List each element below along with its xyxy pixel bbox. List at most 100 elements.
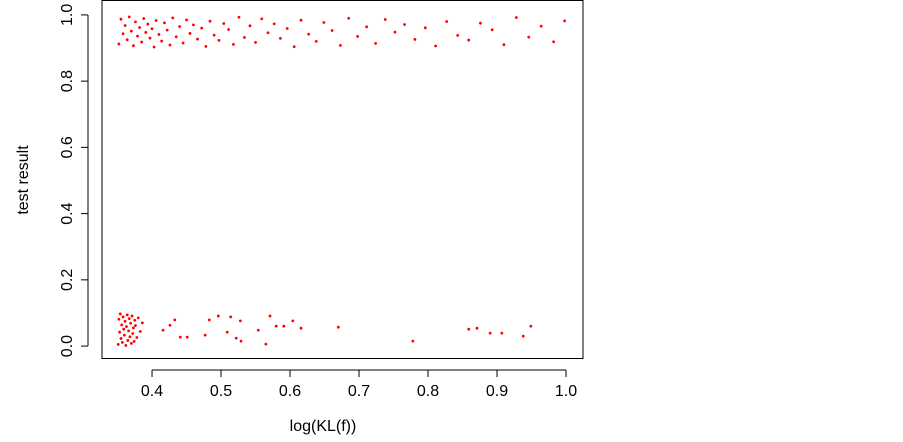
point: [314, 39, 318, 43]
point: [168, 43, 172, 47]
point: [356, 35, 360, 38]
point: [125, 313, 129, 317]
point: [123, 319, 127, 323]
point: [144, 31, 148, 34]
point: [117, 42, 121, 46]
point: [163, 21, 166, 25]
point: [134, 324, 137, 327]
point: [127, 317, 131, 320]
point: [322, 21, 326, 24]
x-tick-label: 0.9: [486, 383, 508, 400]
point: [131, 44, 135, 48]
point: [411, 339, 415, 343]
point: [120, 341, 124, 344]
plot-box: [101, 0, 584, 359]
point: [118, 330, 121, 334]
point: [138, 330, 142, 333]
point: [130, 314, 134, 318]
point: [127, 15, 131, 19]
point: [336, 325, 340, 329]
point: [203, 333, 207, 337]
point: [232, 42, 235, 46]
point: [225, 330, 229, 334]
point: [272, 22, 276, 26]
point: [188, 32, 192, 35]
point: [365, 25, 369, 29]
point: [239, 339, 243, 343]
point: [207, 318, 211, 322]
point: [131, 326, 135, 330]
point: [299, 18, 303, 22]
point: [123, 24, 127, 27]
point: [403, 23, 406, 26]
point: [178, 335, 182, 339]
point: [140, 321, 144, 325]
point: [134, 20, 137, 24]
point: [200, 26, 204, 30]
y-tick-label: 0.4: [59, 202, 76, 224]
point: [212, 33, 216, 37]
point: [282, 324, 286, 328]
y-tick-label: 1.0: [59, 4, 76, 26]
point: [185, 335, 189, 339]
point: [129, 29, 133, 33]
point: [192, 23, 195, 27]
point: [117, 317, 121, 321]
point: [475, 326, 479, 330]
y-tick-label: 0.8: [59, 70, 76, 92]
point: [123, 333, 126, 337]
x-tick-label: 1.0: [555, 383, 577, 400]
x-tick-label: 0.5: [210, 383, 232, 400]
point: [527, 35, 531, 39]
point: [238, 319, 242, 323]
point: [229, 315, 233, 319]
x-tick-label: 0.7: [348, 383, 370, 400]
point: [174, 35, 178, 39]
point: [116, 343, 120, 346]
point: [171, 16, 175, 20]
point: [168, 323, 172, 327]
point: [529, 324, 533, 328]
x-tick-label: 0.8: [417, 383, 439, 400]
point: [266, 31, 270, 35]
point: [234, 336, 238, 340]
point: [500, 331, 504, 335]
point: [248, 24, 252, 28]
point: [227, 28, 231, 31]
point: [413, 38, 417, 41]
point: [347, 16, 351, 20]
point: [268, 314, 272, 318]
point: [181, 41, 185, 45]
point: [423, 26, 427, 30]
point: [330, 29, 334, 32]
point: [154, 19, 158, 22]
point: [264, 342, 268, 346]
point: [256, 328, 260, 332]
point: [434, 44, 438, 48]
point: [146, 22, 150, 26]
point: [138, 26, 142, 29]
point: [456, 34, 460, 37]
point: [152, 45, 156, 49]
point: [291, 319, 295, 323]
point: [488, 331, 492, 335]
point: [119, 17, 123, 21]
y-tick-label: 0.6: [59, 136, 76, 158]
point: [393, 30, 397, 34]
point: [374, 41, 377, 45]
point: [285, 27, 289, 30]
point: [307, 32, 311, 36]
point: [132, 340, 136, 343]
point: [539, 24, 543, 28]
y-axis-title: test result: [15, 145, 32, 215]
y-tick-label: 0.2: [59, 269, 76, 291]
point: [467, 327, 471, 331]
point: [383, 18, 387, 21]
point: [140, 40, 144, 44]
point: [173, 318, 177, 322]
point: [299, 326, 303, 330]
point: [208, 19, 212, 23]
point: [502, 43, 506, 47]
point: [125, 38, 129, 42]
point: [121, 32, 125, 36]
